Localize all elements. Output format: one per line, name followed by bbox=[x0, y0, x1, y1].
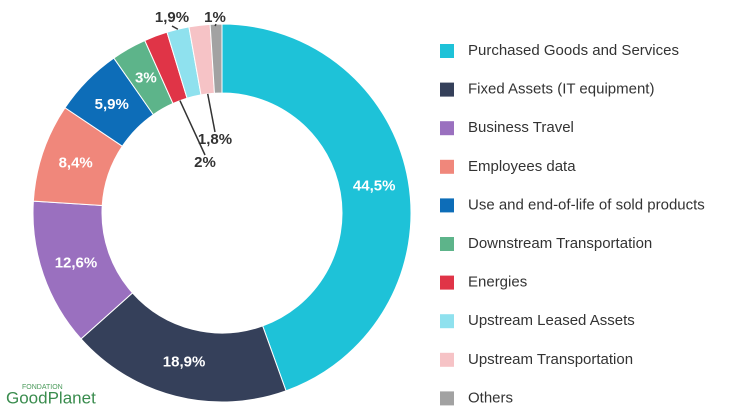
legend-label: Business Travel bbox=[468, 119, 574, 136]
legend-swatch bbox=[440, 198, 454, 213]
value-label: 2% bbox=[194, 154, 216, 171]
leader-line bbox=[171, 25, 179, 30]
leader-line bbox=[179, 100, 206, 156]
donut-segment bbox=[209, 23, 223, 94]
legend-label: Fixed Assets (IT equipment) bbox=[468, 81, 654, 98]
legend-swatch bbox=[440, 314, 454, 329]
brand-name: GoodPlanet bbox=[6, 388, 96, 407]
legend-swatch bbox=[440, 237, 454, 251]
value-label: 44,5% bbox=[353, 177, 396, 194]
value-label: 12,6% bbox=[55, 254, 98, 271]
legend-swatch bbox=[440, 44, 454, 58]
legend-swatch bbox=[440, 275, 454, 290]
legend-swatch bbox=[440, 352, 454, 367]
legend-label: Downstream Transportation bbox=[468, 235, 652, 252]
value-label: 1,9% bbox=[155, 9, 189, 26]
donut-segment bbox=[221, 23, 412, 392]
leader-line bbox=[206, 93, 216, 133]
value-label: 8,4% bbox=[59, 154, 93, 171]
legend-swatch bbox=[440, 121, 454, 136]
legend-label: Others bbox=[468, 389, 513, 406]
legend-label: Upstream Leased Assets bbox=[468, 312, 635, 329]
legend-label: Use and end-of-life of sold products bbox=[468, 196, 705, 213]
value-label: 3% bbox=[135, 70, 157, 87]
value-label: 5,9% bbox=[95, 96, 129, 113]
legend-label: Energies bbox=[468, 274, 527, 291]
legend-swatch bbox=[440, 159, 454, 174]
leader-line bbox=[214, 23, 217, 27]
legend-label: Purchased Goods and Services bbox=[468, 42, 679, 59]
value-label: 1% bbox=[204, 9, 226, 26]
value-label: 18,9% bbox=[163, 354, 206, 371]
legend-swatch bbox=[440, 391, 454, 406]
value-label: 1,8% bbox=[198, 131, 232, 148]
legend-label: Employees data bbox=[468, 158, 576, 175]
legend-label: Upstream Transportation bbox=[468, 351, 633, 368]
brand-overline: FONDATION bbox=[22, 384, 63, 391]
legend-swatch bbox=[440, 82, 454, 97]
